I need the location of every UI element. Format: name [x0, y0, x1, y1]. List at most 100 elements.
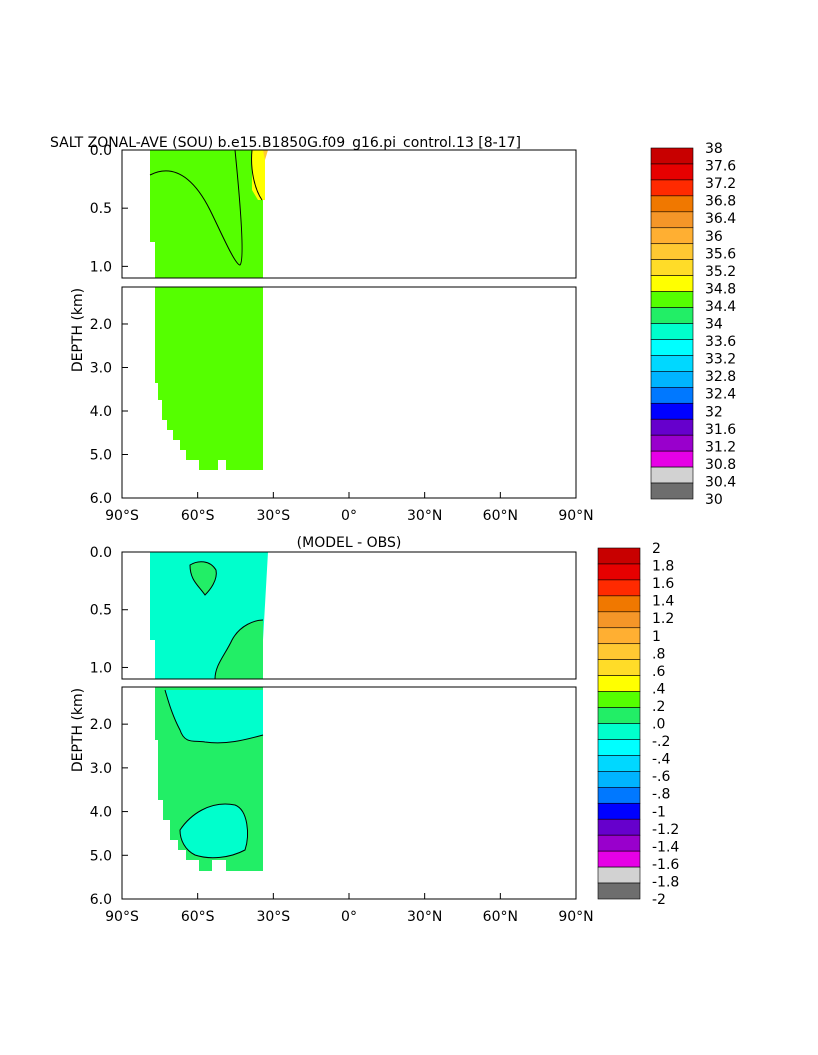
- colorbar-swatch: [597, 787, 641, 804]
- colorbar-label: 33.6: [705, 334, 736, 350]
- colorbar-label: -1.8: [652, 874, 679, 890]
- colorbar-label: -.2: [652, 734, 670, 750]
- colorbar-swatch: [650, 211, 694, 229]
- difference-contour: [164, 689, 264, 744]
- difference-region-0.0: [190, 561, 217, 595]
- salinity-panel: 0.0 0.5 1.0 2.0 3.0 4.0 5.0 6.0 90°S 60°S 30°S 0°…: [70, 141, 736, 524]
- colorbar-swatch: [597, 643, 641, 660]
- colorbar-swatch: [597, 834, 641, 852]
- colorbar-label: 1.2: [652, 611, 674, 627]
- salinity-contour: [149, 149, 243, 266]
- x-tick-label: 60°N: [483, 508, 518, 524]
- colorbar-swatch: [597, 579, 641, 597]
- colorbar-label: .2: [652, 699, 665, 715]
- colorbar-label: 32.8: [705, 369, 736, 385]
- difference-title: (MODEL - OBS): [297, 535, 402, 551]
- colorbar-swatch: [650, 418, 694, 436]
- colorbar-label: 1.4: [652, 594, 674, 610]
- salinity-region-34.4: [155, 287, 263, 470]
- colorbar-label: 37.2: [705, 176, 736, 192]
- colorbar-label: 36.8: [705, 194, 736, 210]
- colorbar-swatch: [650, 450, 694, 468]
- x-tick-label: 90°S: [105, 909, 139, 925]
- colorbar-swatch: [650, 355, 694, 372]
- colorbar-label: 38: [705, 141, 723, 157]
- x-tick-label: 0°: [341, 508, 357, 524]
- colorbar-label: -.6: [652, 769, 671, 785]
- colorbar-label: -.8: [652, 787, 670, 803]
- y-tick-label: 6.0: [90, 892, 112, 908]
- x-tick-label: 30°S: [256, 909, 290, 925]
- difference-contour: [179, 803, 248, 859]
- colorbar-label: -2: [652, 892, 666, 908]
- colorbar-swatch: [650, 259, 694, 276]
- y-tick-label: 0.5: [90, 603, 112, 619]
- y-tick-label: 2.0: [90, 317, 112, 333]
- colorbar-label: -1.4: [652, 839, 679, 855]
- colorbar-label: 1.8: [652, 559, 674, 575]
- x-tick-label: 60°N: [483, 909, 518, 925]
- colorbar-label: -1.2: [652, 822, 679, 838]
- x-tick-label: 60°S: [181, 909, 215, 925]
- colorbar-swatch: [597, 755, 641, 772]
- colorbar-label: 35.6: [705, 246, 736, 262]
- x-tick-label: 0°: [341, 909, 357, 925]
- colorbar-label: .4: [652, 681, 665, 697]
- colorbar-swatch: [650, 307, 694, 324]
- colorbar-swatch: [650, 243, 694, 260]
- colorbar-label: 1.6: [652, 576, 674, 592]
- colorbar-label: 30: [705, 492, 723, 508]
- difference-panel: (MODEL - OBS) 0.00.51.0 2.03.04.05.06.0 …: [70, 535, 679, 925]
- depth-axis-label: DEPTH (km): [70, 288, 86, 372]
- colorbar-label: 31.2: [705, 439, 736, 455]
- y-tick-label: 1.0: [90, 259, 112, 275]
- colorbar-swatch: [597, 771, 641, 788]
- x-tick-label: 30°N: [407, 909, 442, 925]
- colorbar-swatch: [597, 802, 641, 820]
- x-tick-label: 30°N: [407, 508, 442, 524]
- colorbar-label: 30.8: [705, 457, 736, 473]
- colorbar-swatch: [650, 339, 694, 356]
- difference-lower-section: [155, 687, 264, 871]
- colorbar-swatch: [597, 547, 641, 565]
- colorbar-swatch: [650, 482, 694, 500]
- colorbar-swatch: [650, 275, 694, 292]
- colorbar-label: 34.8: [705, 281, 736, 297]
- colorbar-label: -.4: [652, 752, 671, 768]
- colorbar-swatch: [597, 611, 641, 629]
- difference-contour: [214, 619, 264, 680]
- y-tick-label: 6.0: [90, 491, 112, 507]
- colorbar-swatch: [597, 850, 641, 868]
- colorbar-swatch: [650, 227, 694, 245]
- salinity-region-34.8: [252, 150, 265, 200]
- colorbar-swatch: [650, 195, 694, 213]
- colorbar-label: 36: [705, 229, 723, 245]
- colorbar-swatch: [597, 818, 641, 836]
- colorbar-swatch: [597, 691, 641, 708]
- colorbar-swatch: [597, 707, 641, 724]
- colorbar-swatch: [650, 163, 694, 181]
- colorbar-label: 32.4: [705, 387, 736, 403]
- salinity-upper-section: [149, 149, 268, 278]
- difference-upper-section: [150, 552, 268, 680]
- x-tick-label: 30°S: [256, 508, 290, 524]
- colorbar-swatch: [597, 723, 641, 740]
- y-tick-label: 4.0: [90, 805, 112, 821]
- colorbar-swatch: [650, 371, 694, 388]
- colorbar-label: 30.4: [705, 474, 736, 490]
- colorbar-swatch: [597, 627, 641, 645]
- salinity-region-34.4: [150, 150, 263, 278]
- salinity-upper-frame: [121, 149, 577, 279]
- depth-axis-label: DEPTH (km): [70, 688, 86, 772]
- colorbar-label: 35.2: [705, 264, 736, 280]
- colorbar-label: -1.6: [652, 857, 679, 873]
- colorbar-swatch: [650, 179, 694, 197]
- y-tick-label: 0.0: [90, 545, 112, 561]
- colorbar-swatch: [597, 595, 641, 613]
- colorbar-swatch: [597, 563, 641, 581]
- colorbar-swatch: [597, 882, 641, 900]
- colorbar-label: 31.6: [705, 422, 736, 438]
- colorbar-label: .0: [652, 717, 665, 733]
- y-tick-label: 3.0: [90, 360, 112, 376]
